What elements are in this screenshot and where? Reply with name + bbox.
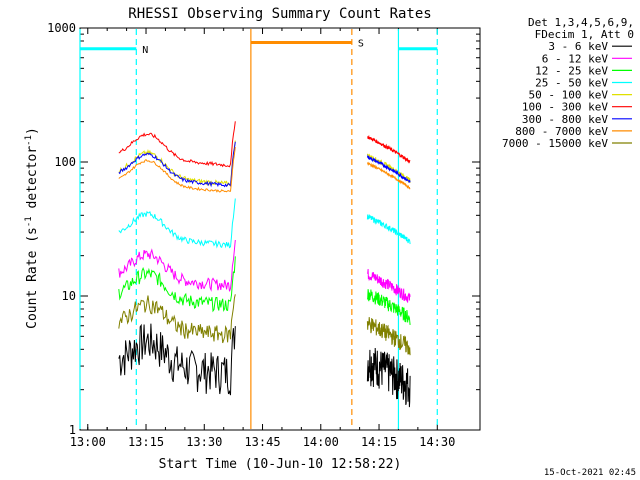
y-tick-label: 1000 (47, 21, 76, 35)
night-bar-label: N (142, 45, 148, 56)
x-tick-label: 14:15 (361, 435, 397, 449)
y-axis-label: Count Rate (s-1 detector-1) (24, 127, 40, 329)
night-bar-label: S (358, 38, 364, 49)
legend-entry-label: 50 - 100 keV (529, 89, 609, 102)
series-line (118, 323, 236, 396)
series-line (366, 214, 411, 245)
series-line (367, 134, 411, 164)
x-tick-label: 13:45 (244, 435, 280, 449)
series-line (366, 289, 411, 325)
legend-entry-label: 25 - 50 keV (535, 77, 608, 90)
x-tick-label: 13:15 (128, 435, 164, 449)
axes-group: 13:00 13:15 13:30 13:45 14:00 14:15 14:30 1 10 10… (47, 21, 481, 449)
series-line (118, 239, 236, 292)
x-axis-label: Start Time (10-Jun-10 12:58:22) (159, 457, 402, 472)
y-axis-label-main: Count Rate (s (25, 227, 40, 329)
series-line (366, 161, 411, 190)
y-tick-label: 1 (69, 423, 76, 437)
x-tick-label: 14:30 (419, 435, 455, 449)
series-line (366, 154, 411, 183)
series-line (366, 317, 411, 356)
legend-entry-label: 7000 - 15000 keV (502, 137, 608, 150)
series-line (118, 256, 236, 313)
legend-entry-label: 6 - 12 keV (542, 52, 609, 65)
y-axis-label-mid: detector (25, 146, 40, 217)
y-tick-label: 100 (54, 155, 76, 169)
x-tick-label: 13:00 (70, 435, 106, 449)
legend-entry-label: 800 - 7000 keV (515, 125, 608, 138)
legend: Det 1,3,4,5,6,9,FDecim 1, Att 03 - 6 keV… (502, 16, 634, 150)
legend-entry-label: 300 - 800 keV (522, 113, 608, 126)
x-tick-label: 14:00 (303, 435, 339, 449)
legend-entry-label: 100 - 300 keV (522, 101, 608, 114)
chart-title: RHESSI Observing Summary Count Rates (128, 6, 431, 22)
series-line (118, 198, 236, 249)
x-tick-label: 13:30 (186, 435, 222, 449)
legend-header: Det 1,3,4,5,6,9, (528, 16, 634, 29)
series-group: NS (79, 29, 438, 429)
series-line (118, 147, 236, 193)
series-line (366, 347, 411, 408)
timestamp: 15-Oct-2021 02:45 (543, 468, 636, 478)
y-axis-label-end: ) (25, 127, 40, 135)
series-line (367, 268, 411, 303)
series-line (118, 141, 236, 188)
y-axis-label-sup1: -1 (24, 216, 34, 227)
series-line (118, 121, 236, 168)
legend-entry-label: 3 - 6 keV (548, 40, 608, 53)
y-tick-label: 10 (62, 289, 76, 303)
legend-entry-label: 12 - 25 keV (535, 64, 608, 77)
series-line (118, 294, 236, 344)
y-axis-label-sup2: -1 (24, 135, 34, 146)
legend-header: FDecim 1, Att 0 (535, 28, 634, 41)
plot-frame (79, 27, 481, 431)
